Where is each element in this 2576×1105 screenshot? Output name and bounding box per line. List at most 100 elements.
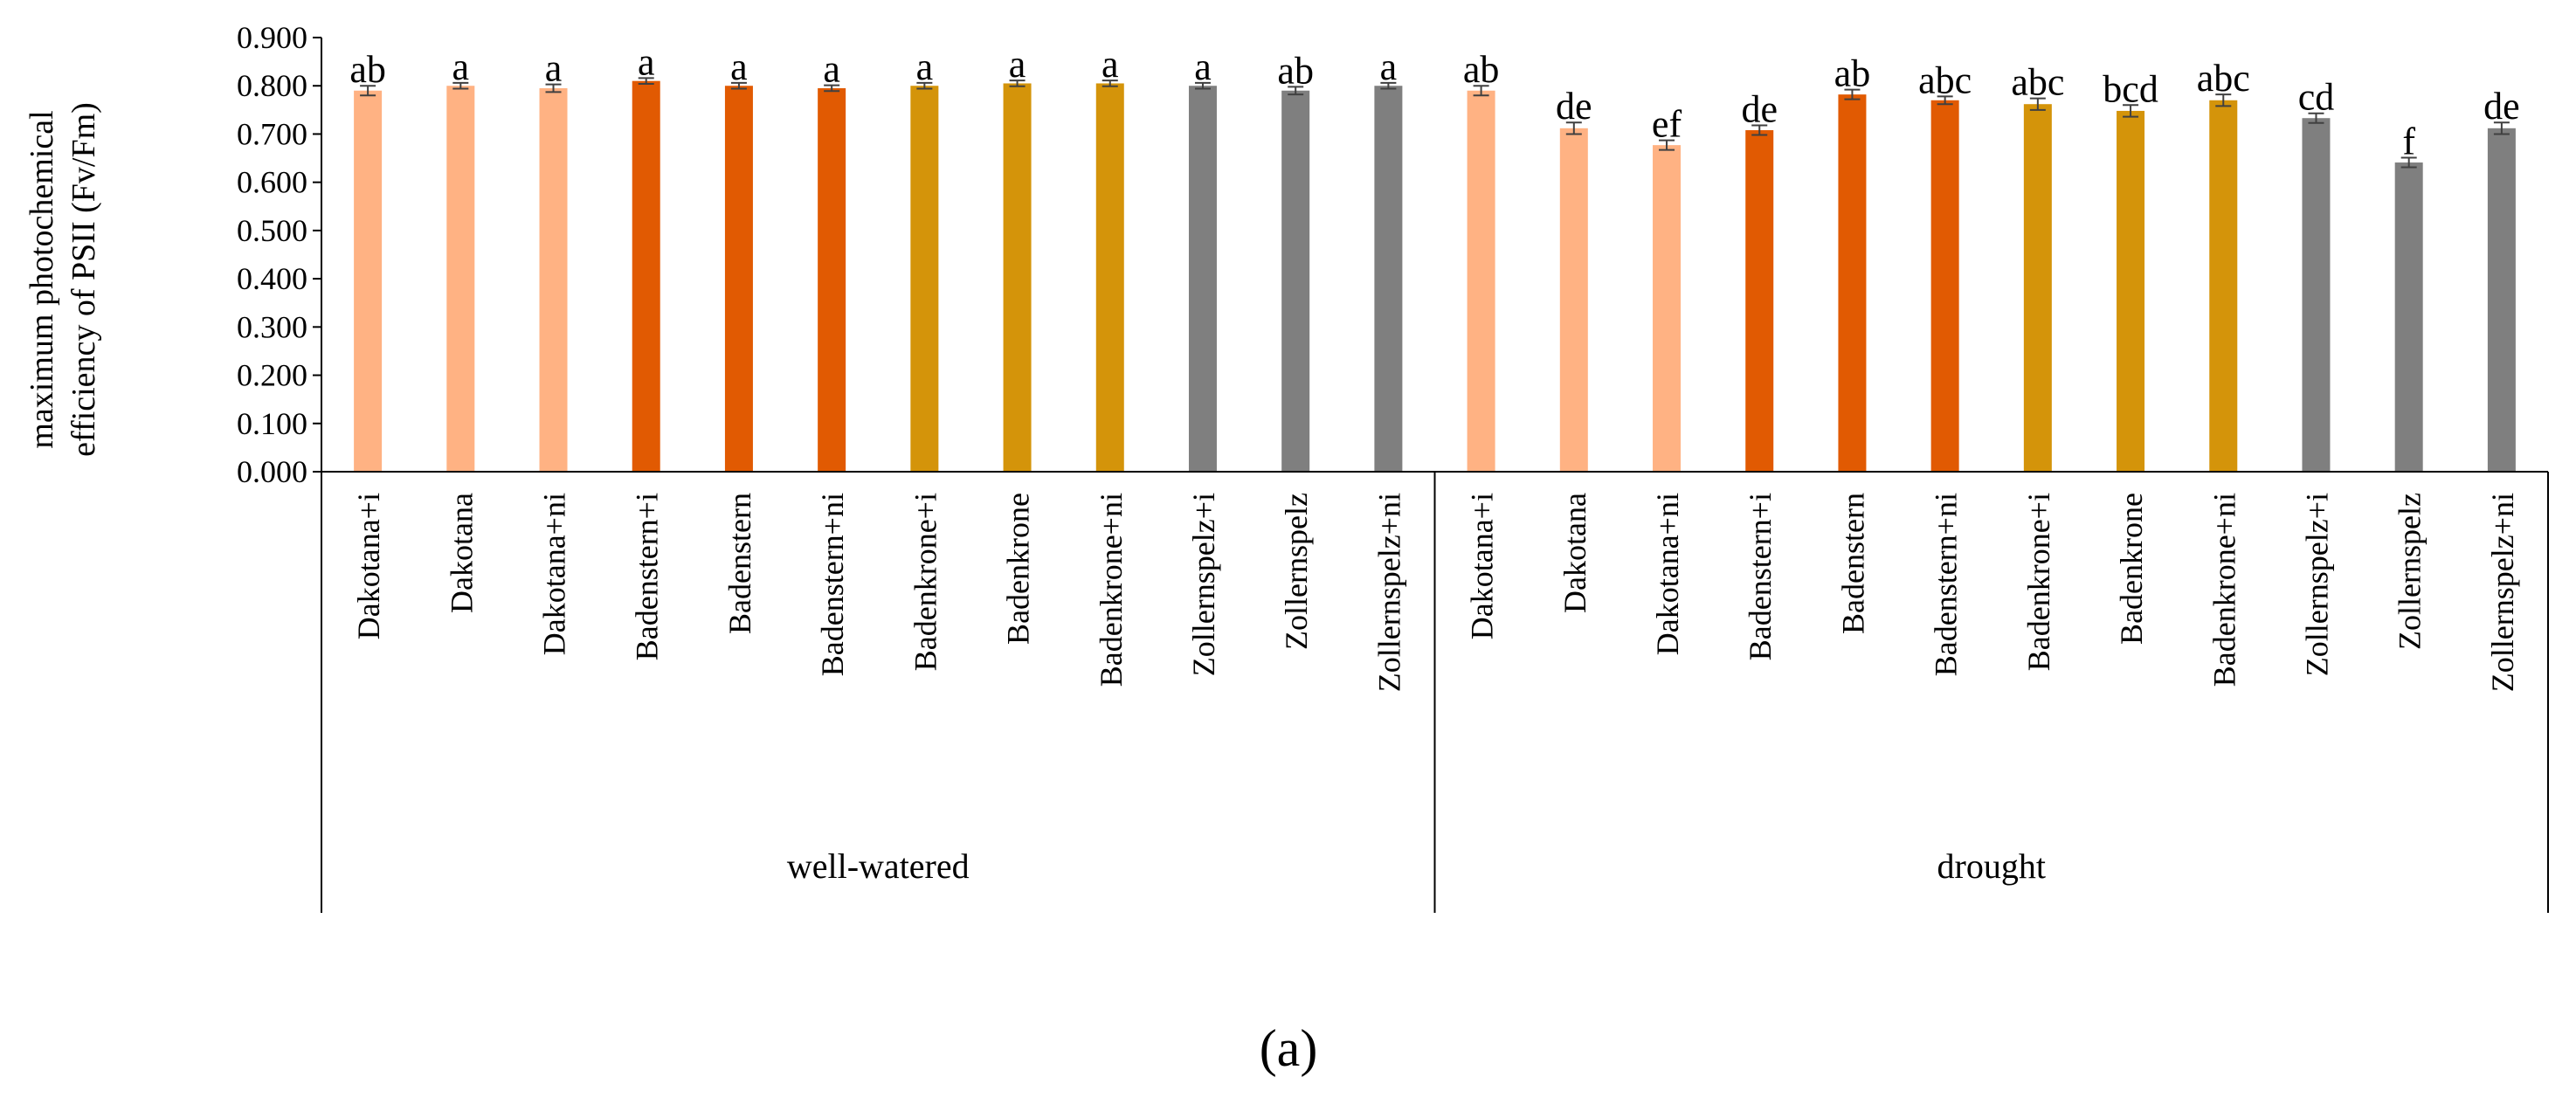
group-label-well-watered: well-watered <box>787 846 970 886</box>
x-category-label-well-watered-Zollernspelz+i: Zollernspelz+i <box>1186 493 1221 676</box>
bar-drought-Badenstern <box>1838 94 1867 472</box>
x-category-label-well-watered-Badenstern+ni: Badenstern+ni <box>815 493 850 676</box>
error-bar-well-watered-Dakotana+ni <box>545 83 562 93</box>
significance-drought-Badenstern+ni: abc <box>1918 59 1972 101</box>
bar-drought-Badenkrone+ni <box>2209 100 2238 473</box>
y-tick-label-0.700: 0.700 <box>237 116 307 151</box>
bar-drought-Badenstern+i <box>1745 130 1774 472</box>
x-category-label-well-watered-Dakotana+i: Dakotana+i <box>351 493 386 639</box>
bars <box>354 80 2516 473</box>
significance-well-watered-Badenkrone: a <box>1009 43 1026 86</box>
significance-drought-Zollernspelz: f <box>2402 121 2415 163</box>
error-bar-drought-Dakotana+ni <box>1659 139 1675 151</box>
error-bar-well-watered-Dakotana+i <box>360 85 376 97</box>
error-bar-drought-Dakotana <box>1565 121 1582 135</box>
significance-drought-Dakotana+i: ab <box>1463 48 1500 91</box>
error-bar-drought-Badenstern+i <box>1751 124 1768 136</box>
significance-drought-Badenstern: ab <box>1834 52 1871 95</box>
error-bar-drought-Badenstern+ni <box>1937 95 1953 106</box>
y-tick-label-0.600: 0.600 <box>237 165 307 200</box>
x-category-label-drought-Zollernspelz+i: Zollernspelz+i <box>2299 493 2334 676</box>
error-bar-well-watered-Badenstern+i <box>638 77 654 86</box>
x-category-label-drought-Zollernspelz: Zollernspelz <box>2393 493 2428 650</box>
significance-drought-Zollernspelz+i: cd <box>2298 76 2335 119</box>
group-label-drought: drought <box>1937 846 2046 886</box>
x-category-label-drought-Zollernspelz+ni: Zollernspelz+ni <box>2485 493 2520 692</box>
x-category-label-well-watered-Dakotana+ni: Dakotana+ni <box>537 493 572 655</box>
x-category-label-drought-Badenkrone: Badenkrone <box>2114 493 2149 645</box>
error-bar-drought-Badenstern <box>1844 88 1861 100</box>
x-category-label-well-watered-Badenstern+i: Badenstern+i <box>630 493 665 660</box>
significance-drought-Badenkrone+i: abc <box>2011 61 2064 104</box>
x-category-label-well-watered-Badenkrone+ni: Badenkrone+ni <box>1094 493 1129 687</box>
significance-well-watered-Zollernspelz+ni: a <box>1380 45 1398 88</box>
error-bar-drought-Zollernspelz+ni <box>2493 121 2510 135</box>
significance-well-watered-Badenstern+i: a <box>638 40 655 83</box>
x-category-label-well-watered-Badenkrone+i: Badenkrone+i <box>908 493 943 671</box>
bar-well-watered-Dakotana <box>446 86 475 472</box>
bar-well-watered-Zollernspelz+i <box>1188 86 1217 472</box>
significance-well-watered-Badenstern: a <box>730 45 748 88</box>
significance-well-watered-Zollernspelz: ab <box>1277 49 1314 92</box>
bar-well-watered-Badenkrone+ni <box>1095 83 1124 472</box>
error-bar-drought-Badenkrone <box>2123 104 2139 118</box>
bar-drought-Dakotana+ni <box>1653 145 1682 472</box>
error-bar-well-watered-Dakotana <box>452 81 469 90</box>
x-category-label-drought-Dakotana+i: Dakotana+i <box>1465 493 1500 639</box>
x-category-label-well-watered-Zollernspelz: Zollernspelz <box>1279 493 1314 650</box>
significance-well-watered-Dakotana+ni: a <box>545 47 563 90</box>
x-category-label-drought-Badenkrone+ni: Badenkrone+ni <box>2207 493 2241 687</box>
significance-drought-Zollernspelz+ni: de <box>2483 85 2520 128</box>
y-tick-label-0.500: 0.500 <box>237 213 307 248</box>
figure-caption: (a) <box>1260 1019 1318 1077</box>
error-bar-well-watered-Badenkrone+ni <box>1102 79 1118 87</box>
error-bar-well-watered-Badenstern <box>730 81 747 90</box>
y-axis-title-line-1: maximum photochemical <box>24 110 60 448</box>
error-bar-well-watered-Badenkrone <box>1009 79 1026 87</box>
y-tick-label-0.200: 0.200 <box>237 358 307 393</box>
y-tick-label-0.800: 0.800 <box>237 68 307 103</box>
significance-drought-Badenkrone: bcd <box>2103 67 2158 110</box>
bar-well-watered-Badenstern+i <box>632 80 660 472</box>
bar-well-watered-Zollernspelz <box>1281 90 1310 472</box>
x-category-label-drought-Badenkrone+i: Badenkrone+i <box>2021 493 2056 671</box>
y-tick-label-0.300: 0.300 <box>237 309 307 344</box>
x-category-label-well-watered-Badenkrone: Badenkrone <box>1001 493 1036 645</box>
error-bar-well-watered-Zollernspelz+ni <box>1380 81 1397 90</box>
significance-drought-Badenstern+i: de <box>1741 88 1778 131</box>
y-axis: 0.000 0.100 0.200 0.300 0.400 0.500 0.600 0.700… <box>237 20 322 489</box>
bar-drought-Badenkrone+i <box>2023 104 2052 472</box>
error-bar-well-watered-Badenstern+ni <box>824 84 840 93</box>
error-bar-well-watered-Zollernspelz+i <box>1194 81 1211 90</box>
bar-drought-Dakotana <box>1559 128 1588 472</box>
x-category-label-drought-Badenstern+i: Badenstern+i <box>1743 493 1778 660</box>
y-tick-label-0.000: 0.000 <box>237 454 307 489</box>
x-axis: Dakotana+i Dakotana Dakotana+ni Badenstern+… <box>321 471 2549 913</box>
y-tick-label-0.400: 0.400 <box>237 261 307 296</box>
x-category-label-well-watered-Zollernspelz+ni: Zollernspelz+ni <box>1371 493 1406 692</box>
bar-well-watered-Dakotana+ni <box>539 87 568 472</box>
bar-drought-Zollernspelz <box>2394 162 2423 472</box>
error-bar-drought-Zollernspelz <box>2400 156 2417 169</box>
error-bar-well-watered-Badenkrone+i <box>916 81 933 90</box>
y-tick-label-0.900: 0.900 <box>237 20 307 55</box>
bar-drought-Badenstern+ni <box>1930 100 1959 473</box>
significance-well-watered-Badenstern+ni: a <box>823 48 840 91</box>
error-bar-drought-Zollernspelz+i <box>2308 112 2324 124</box>
bar-well-watered-Badenstern+ni <box>818 87 846 472</box>
bar-well-watered-Badenkrone+i <box>910 86 939 472</box>
significance-drought-Badenkrone+ni: abc <box>2197 57 2250 100</box>
bar-drought-Zollernspelz+ni <box>2487 128 2516 472</box>
bar-well-watered-Badenstern <box>724 86 753 472</box>
error-bar-drought-Badenkrone+i <box>2029 97 2046 111</box>
bar-drought-Badenkrone <box>2117 110 2145 472</box>
bar-well-watered-Zollernspelz+ni <box>1374 86 1403 472</box>
x-category-label-drought-Dakotana: Dakotana <box>1557 493 1592 613</box>
significance-well-watered-Badenkrone+ni: a <box>1102 43 1119 86</box>
bar-well-watered-Badenkrone <box>1003 83 1032 472</box>
x-category-label-well-watered-Dakotana: Dakotana <box>444 493 479 613</box>
significance-drought-Dakotana+ni: ef <box>1652 103 1682 146</box>
x-category-label-drought-Badenstern+ni: Badenstern+ni <box>1929 493 1964 676</box>
